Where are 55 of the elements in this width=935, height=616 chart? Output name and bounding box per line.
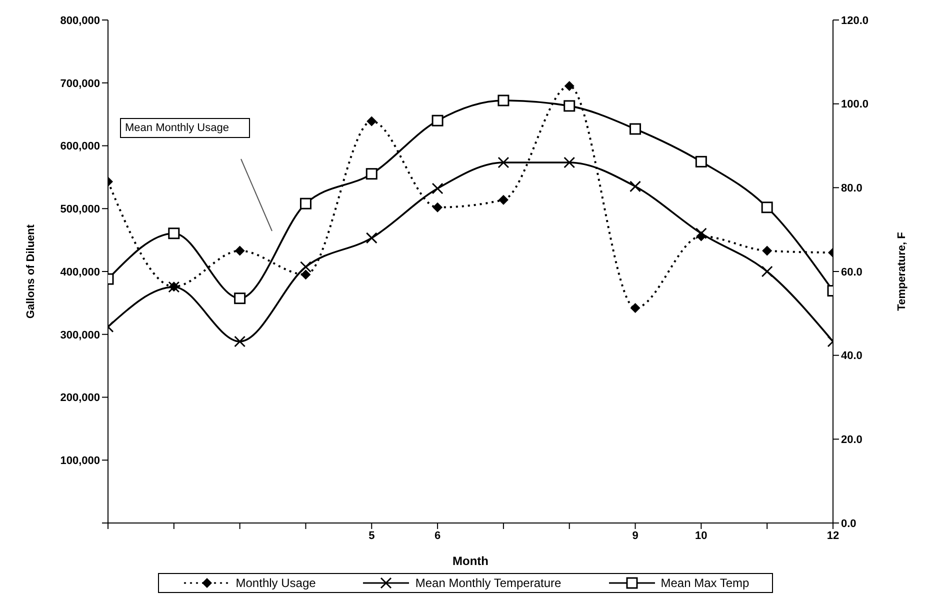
y2-tick-label: 80.0 <box>841 182 862 195</box>
y-tick-label: 500,000 <box>60 204 100 216</box>
point <box>498 94 510 106</box>
callout: Mean Monthly Usage <box>120 118 276 234</box>
annotation: Mean Monthly Usage <box>120 118 250 138</box>
x-axis-title: Month <box>452 554 488 568</box>
point <box>564 156 576 168</box>
point <box>564 81 574 92</box>
y-tick-label: 700,000 <box>60 78 100 90</box>
point <box>432 114 444 126</box>
y2-tick-label: 120.0 <box>841 14 869 27</box>
y-tick-label: 300,000 <box>60 329 100 342</box>
x-tick-label: 12 <box>826 530 840 542</box>
point <box>366 232 378 244</box>
y2-tick-label: 100.0 <box>841 98 869 111</box>
y2-tick-label: 0.0 <box>841 518 856 530</box>
legend-label: Monthly Usage <box>236 576 316 590</box>
point <box>234 246 245 256</box>
point <box>234 336 246 348</box>
point <box>630 180 642 192</box>
point <box>168 228 180 240</box>
point <box>432 182 444 194</box>
point <box>761 202 773 214</box>
y-tick-label: 400,000 <box>60 266 100 278</box>
y-tick-label: 200,000 <box>60 392 100 404</box>
point <box>761 266 773 278</box>
point <box>234 292 246 304</box>
point <box>695 156 707 168</box>
point <box>695 228 707 240</box>
point <box>630 123 642 135</box>
legend-label: Mean Max Temp <box>660 576 750 590</box>
x-tick-label: 5 <box>368 530 375 542</box>
point <box>564 100 576 112</box>
y-tick-label: 600,000 <box>60 140 100 153</box>
point <box>762 246 772 256</box>
y-axis-title: Gallons of Diluent <box>24 224 37 319</box>
point <box>366 168 378 180</box>
y2-tick-label: 20.0 <box>841 434 862 446</box>
legend-label: Mean Monthly Temperature <box>415 576 562 590</box>
y-tick-label: 100,000 <box>60 455 100 468</box>
point <box>432 202 443 212</box>
point <box>630 302 640 313</box>
point <box>498 194 508 205</box>
y2-tick-label: 40.0 <box>841 350 862 362</box>
point <box>300 198 312 210</box>
y-tick-label: 800,000 <box>60 14 100 27</box>
y2-axis-title: Temperature, F <box>896 232 908 311</box>
point <box>498 156 510 168</box>
x-tick-label: 10 <box>695 530 708 542</box>
point <box>366 116 377 126</box>
y2-tick-label: 60.0 <box>841 266 862 278</box>
point <box>300 261 312 273</box>
point <box>300 270 311 280</box>
x-tick-label: 6 <box>434 530 441 542</box>
x-tick-label: 9 <box>632 530 638 542</box>
